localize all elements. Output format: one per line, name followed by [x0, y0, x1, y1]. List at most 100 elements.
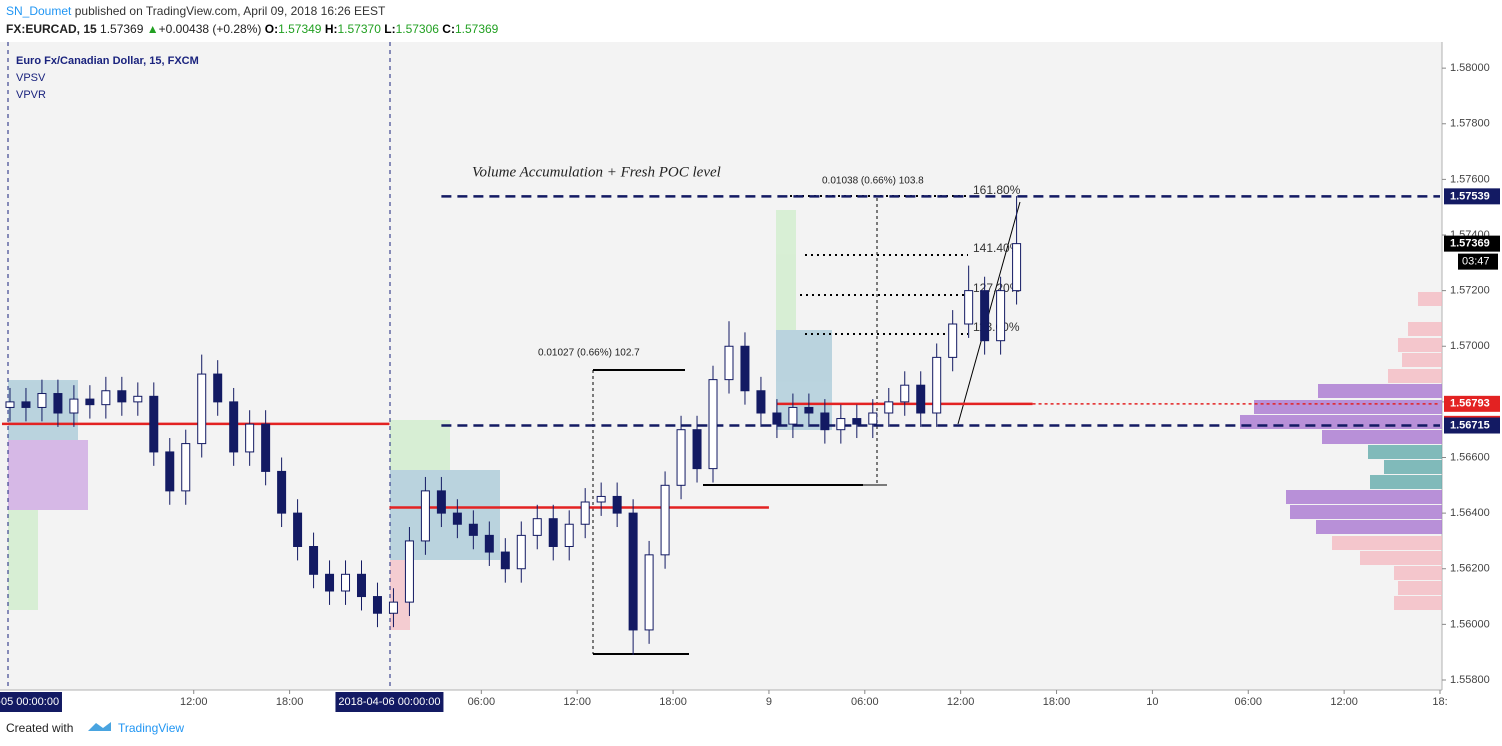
candle-body [245, 423, 255, 453]
tv-logo [88, 722, 111, 731]
candle-body [277, 470, 287, 514]
candle-body [692, 429, 702, 470]
candle-body [724, 345, 734, 381]
price-label: 1.56793 [1450, 398, 1490, 410]
candle-body [868, 412, 878, 425]
legend-item: VPVR [16, 89, 46, 101]
price-label: 1.57369 [1450, 238, 1490, 250]
vp-bar [1398, 581, 1442, 595]
candle-body [900, 384, 910, 403]
vp-bar [1332, 536, 1442, 550]
c-label: C: [442, 22, 455, 36]
candle-body [69, 398, 79, 414]
candle-body [500, 551, 510, 570]
candle-body [388, 601, 398, 614]
price-label-bg [1444, 188, 1500, 205]
vp-block [8, 440, 88, 510]
candle-body [356, 573, 366, 598]
y-tick-label: 1.57600 [1450, 173, 1490, 185]
l-label: L: [384, 22, 396, 36]
candle-body [181, 443, 191, 492]
volume-profile-right [1240, 292, 1442, 610]
candle-body [708, 379, 718, 470]
candle-body [53, 393, 63, 414]
fib-label: 161.80% [973, 183, 1021, 197]
vp-bar [1318, 384, 1442, 398]
candle-body [309, 545, 319, 575]
vp-bar [1368, 445, 1442, 459]
vp-block [8, 510, 38, 610]
candle-body [628, 512, 638, 631]
author[interactable]: SN_Doumet [6, 4, 72, 18]
candle-body [564, 523, 574, 547]
candle-body [548, 518, 558, 547]
day-label-bg [0, 692, 62, 712]
candle-body [612, 495, 622, 514]
candle-body [213, 373, 223, 403]
measure-label: 0.01027 (0.66%) 102.7 [538, 348, 640, 359]
y-tick-label: 1.57000 [1450, 340, 1490, 352]
price-label-bg [1444, 395, 1500, 412]
header-line1: SN_Doumet published on TradingView.com, … [6, 4, 385, 18]
candle-body [372, 596, 382, 614]
plot-bg [0, 42, 1442, 690]
candle-body [149, 395, 159, 453]
candle-body [85, 398, 95, 406]
candle-body [852, 418, 862, 425]
price-label-bg [1444, 417, 1500, 434]
candle-body [229, 401, 239, 453]
candle-body [532, 518, 542, 536]
candle-body [740, 345, 750, 392]
day-label: 2018-04-05 00:00:00 [0, 696, 59, 708]
price-label-bg [1444, 235, 1500, 252]
footer-brand[interactable]: TradingView [118, 721, 184, 735]
measure-label: 0.01038 (0.66%) 103.8 [822, 176, 924, 187]
candle-body [133, 395, 143, 403]
published: published on TradingView.com, April 09, … [74, 4, 386, 18]
x-tick-label: 12:00 [180, 696, 208, 708]
candles [5, 196, 1022, 655]
up-arrow: ▲ [146, 22, 159, 36]
y-tick-label: 1.56600 [1450, 451, 1490, 463]
y-tick-label: 1.55800 [1450, 674, 1490, 686]
candle-body [404, 540, 414, 603]
candle-body [117, 390, 127, 403]
vp-bar [1254, 400, 1442, 414]
day-label-bg [335, 692, 444, 712]
x-tick-label: 06:00 [1235, 696, 1263, 708]
vp-block [776, 210, 796, 330]
candle-body [452, 512, 462, 525]
candle-body [293, 512, 303, 547]
y-tick-label: 1.56000 [1450, 618, 1490, 630]
candle-body [820, 412, 830, 431]
candle-body [1012, 243, 1022, 292]
candle-body [261, 423, 271, 472]
c: 1.57369 [454, 22, 499, 36]
x-tick-label: 18:00 [659, 696, 687, 708]
candle-body [436, 490, 446, 514]
o-label: O: [264, 22, 279, 36]
vp-bar [1384, 460, 1442, 474]
price-label: 1.57539 [1450, 190, 1490, 202]
candle-body [932, 356, 942, 414]
candle-body [21, 401, 31, 408]
footer-created: Created with [6, 721, 73, 735]
vp-bar [1398, 338, 1442, 352]
change: +0.00438 (+0.28%) [158, 22, 262, 36]
y-tick-label: 1.56200 [1450, 563, 1490, 575]
candle-body [884, 401, 894, 414]
candle-body [964, 290, 974, 325]
vp-bar [1286, 490, 1442, 504]
day-label: 2018-04-06 00:00:00 [338, 696, 440, 708]
h: 1.57370 [337, 22, 381, 36]
vp-block [8, 380, 78, 440]
price-axis-bg [1442, 42, 1502, 690]
price-label: 1.56715 [1450, 419, 1490, 431]
candle-body [644, 554, 654, 631]
candle-body [484, 534, 494, 553]
candle-body [980, 290, 990, 342]
header-line2: FX:EURCAD, 15 1.57369 ▲+0.00438 (+0.28%)… [6, 22, 498, 36]
candle-body [676, 429, 686, 486]
vp-bar [1388, 369, 1442, 383]
countdown: 03:47 [1462, 256, 1490, 268]
